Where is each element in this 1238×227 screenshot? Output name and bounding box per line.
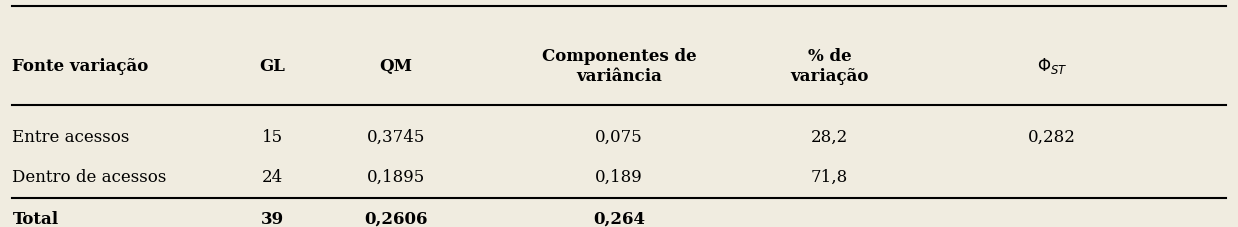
Text: 28,2: 28,2: [811, 128, 848, 145]
Text: 0,1895: 0,1895: [366, 168, 426, 185]
Text: 71,8: 71,8: [811, 168, 848, 185]
Text: $\Phi_{ST}$: $\Phi_{ST}$: [1037, 56, 1067, 76]
Text: 39: 39: [261, 210, 284, 227]
Text: 0,2606: 0,2606: [364, 210, 428, 227]
Text: 0,264: 0,264: [593, 210, 645, 227]
Text: % de
variação: % de variação: [790, 48, 869, 84]
Text: Total: Total: [12, 210, 58, 227]
Text: 0,3745: 0,3745: [366, 128, 426, 145]
Text: Dentro de acessos: Dentro de acessos: [12, 168, 167, 185]
Text: 15: 15: [261, 128, 284, 145]
Text: Componentes de
variância: Componentes de variância: [542, 48, 696, 84]
Text: Entre acessos: Entre acessos: [12, 128, 130, 145]
Text: QM: QM: [380, 58, 412, 74]
Text: 0,282: 0,282: [1029, 128, 1076, 145]
Text: 24: 24: [261, 168, 284, 185]
Text: GL: GL: [260, 58, 285, 74]
Text: Fonte variação: Fonte variação: [12, 58, 149, 74]
Text: 0,075: 0,075: [595, 128, 643, 145]
Text: 0,189: 0,189: [595, 168, 643, 185]
